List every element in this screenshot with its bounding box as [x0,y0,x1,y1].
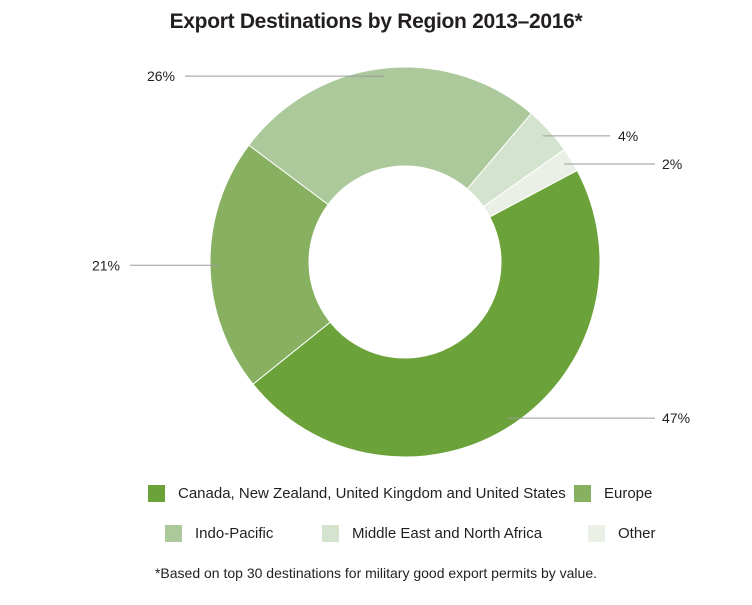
legend-swatch [588,524,605,542]
legend-item-canada-nz-uk-us: Canada, New Zealand, United Kingdom and … [148,482,566,504]
donut-chart: 47% 21% 26% 4% 2% [92,66,690,458]
donut-slice [248,66,533,206]
donut-slice [482,148,578,218]
legend-swatch [574,484,591,502]
legend-swatch [148,484,165,502]
legend-swatch [165,524,182,542]
legend-item-other: Other [588,522,656,544]
legend-item-europe: Europe [574,482,652,504]
legend-label: Middle East and North Africa [352,524,543,542]
donut-slice [209,144,331,385]
chart-title: Export Destinations by Region 2013–2016* [169,10,583,33]
legend-label: Other [618,524,656,542]
legend-label: Europe [604,484,653,502]
legend-label: Canada, New Zealand, United Kingdom and … [178,484,566,502]
data-label: 26% [147,68,175,84]
data-label: 21% [92,257,120,273]
data-label: 2% [662,156,682,172]
data-label: 4% [618,128,638,144]
legend-item-middle-east-north-africa: Middle East and North Africa [322,522,542,544]
footnote: *Based on top 30 destinations for milita… [154,565,598,581]
donut-slice [252,169,601,458]
legend-swatch [322,524,339,542]
legend-label: Indo-Pacific [195,524,274,542]
legend-item-indo-pacific: Indo-Pacific [165,522,273,544]
data-label: 47% [662,410,690,426]
